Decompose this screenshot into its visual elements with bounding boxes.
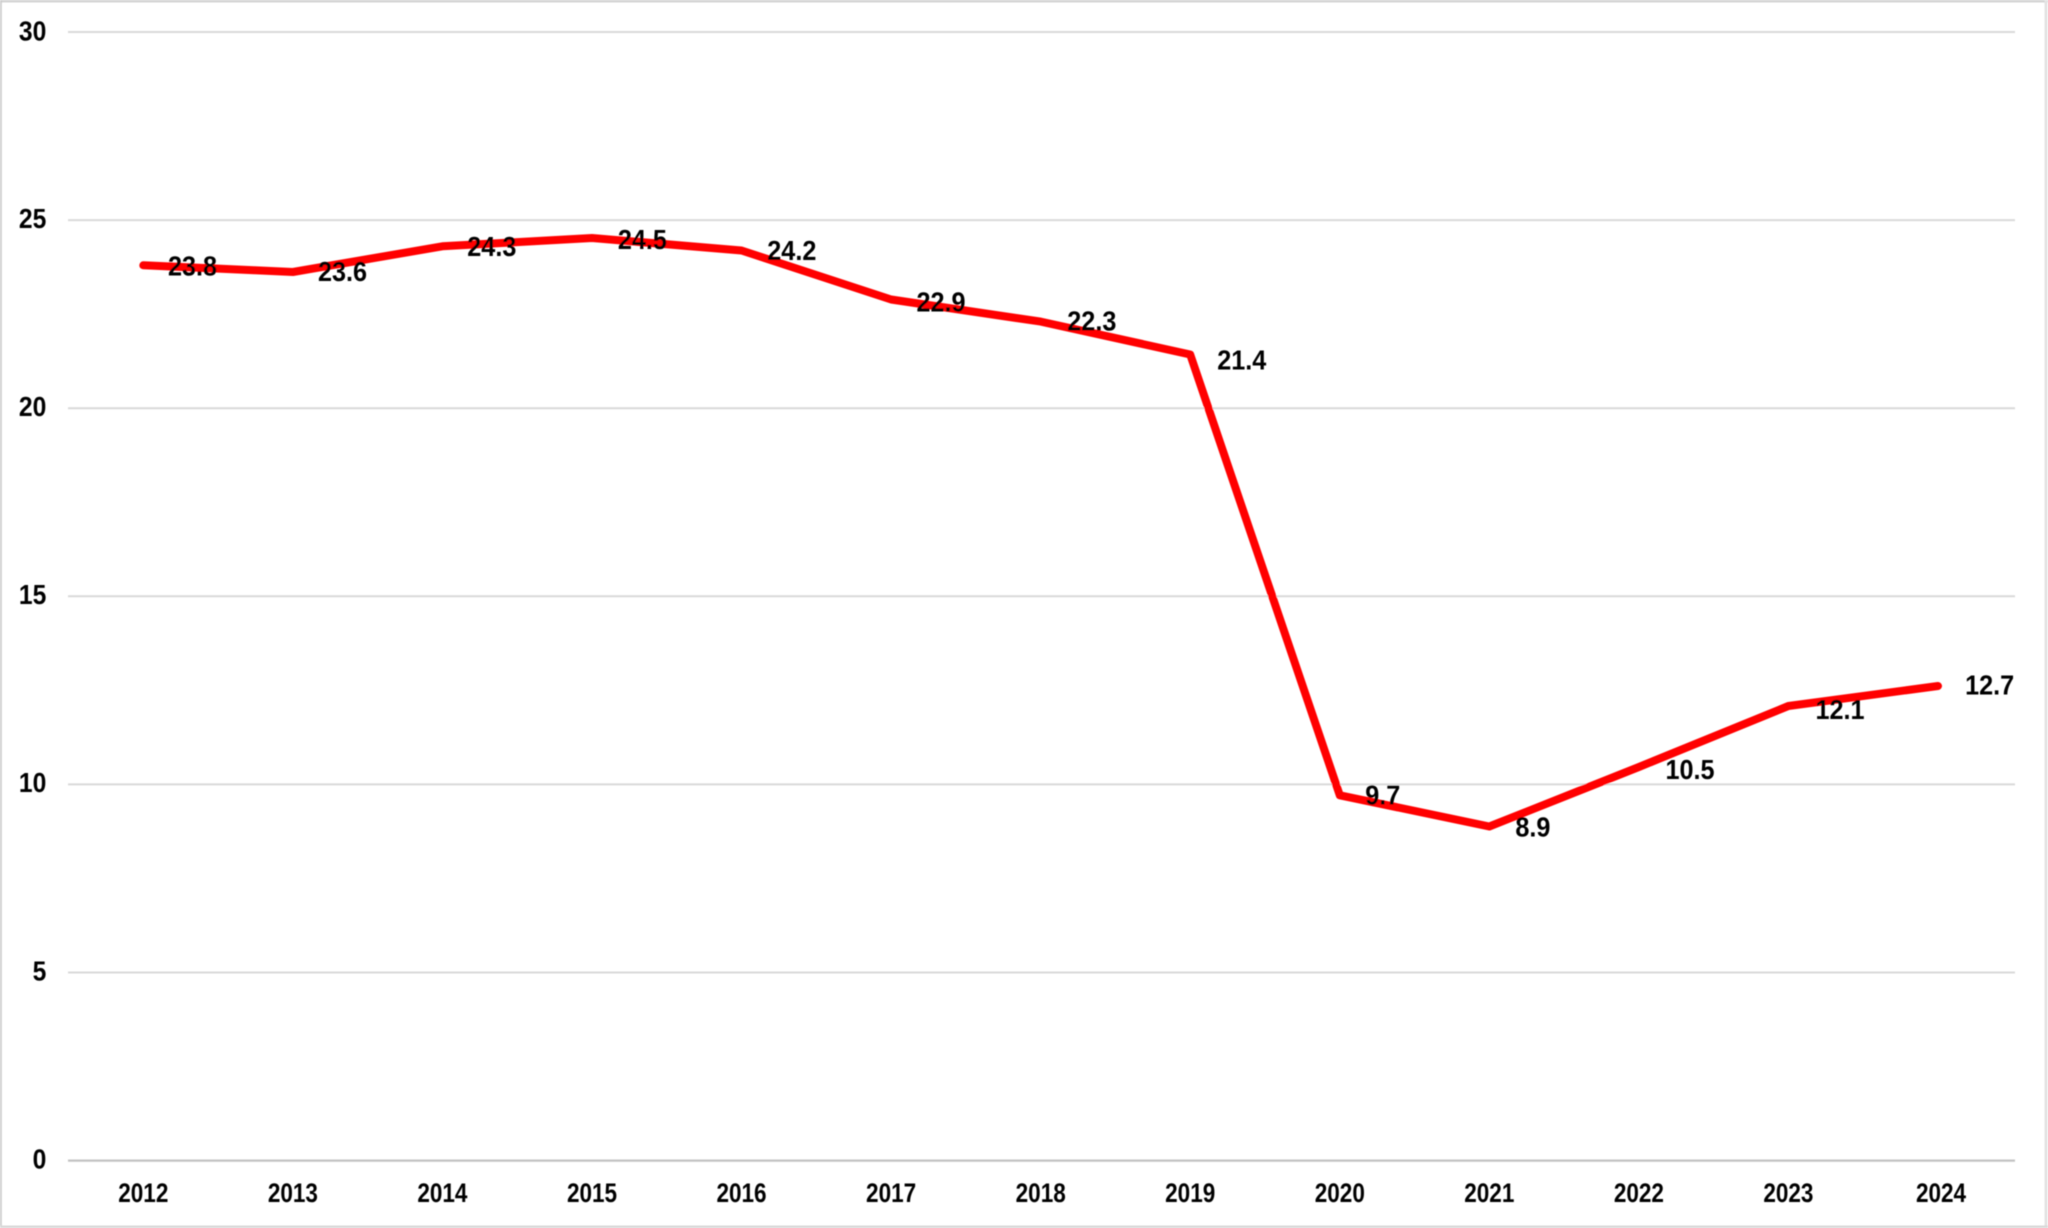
svg-text:23.8: 23.8 bbox=[168, 250, 217, 282]
svg-text:23.6: 23.6 bbox=[318, 256, 367, 288]
svg-text:8.9: 8.9 bbox=[1515, 811, 1550, 843]
svg-text:15: 15 bbox=[19, 579, 46, 611]
svg-text:10.5: 10.5 bbox=[1666, 754, 1715, 786]
svg-text:2016: 2016 bbox=[716, 1179, 766, 1208]
svg-text:24.5: 24.5 bbox=[618, 224, 667, 256]
svg-text:24.2: 24.2 bbox=[767, 235, 816, 267]
svg-text:2018: 2018 bbox=[1016, 1179, 1066, 1208]
svg-text:2022: 2022 bbox=[1614, 1179, 1664, 1208]
svg-text:2024: 2024 bbox=[1916, 1179, 1966, 1208]
svg-text:20: 20 bbox=[19, 391, 46, 423]
svg-text:12.7: 12.7 bbox=[1965, 669, 2014, 701]
svg-text:0: 0 bbox=[33, 1143, 47, 1175]
svg-text:25: 25 bbox=[19, 203, 46, 235]
svg-text:2013: 2013 bbox=[268, 1179, 318, 1208]
svg-text:2023: 2023 bbox=[1763, 1179, 1813, 1208]
svg-text:22.3: 22.3 bbox=[1067, 305, 1116, 337]
svg-text:2015: 2015 bbox=[567, 1179, 617, 1208]
svg-text:2012: 2012 bbox=[118, 1179, 168, 1208]
svg-text:9.7: 9.7 bbox=[1365, 779, 1400, 811]
svg-text:22.9: 22.9 bbox=[917, 286, 966, 318]
svg-text:5: 5 bbox=[33, 955, 47, 987]
svg-text:21.4: 21.4 bbox=[1217, 344, 1266, 376]
svg-text:12.1: 12.1 bbox=[1816, 694, 1865, 726]
svg-text:30: 30 bbox=[19, 15, 46, 47]
svg-text:24.3: 24.3 bbox=[467, 231, 516, 263]
svg-text:2021: 2021 bbox=[1464, 1179, 1514, 1208]
svg-text:2017: 2017 bbox=[866, 1179, 916, 1208]
svg-text:10: 10 bbox=[19, 767, 46, 799]
svg-text:2019: 2019 bbox=[1165, 1179, 1215, 1208]
svg-text:2014: 2014 bbox=[417, 1179, 467, 1208]
svg-text:2020: 2020 bbox=[1315, 1179, 1365, 1208]
